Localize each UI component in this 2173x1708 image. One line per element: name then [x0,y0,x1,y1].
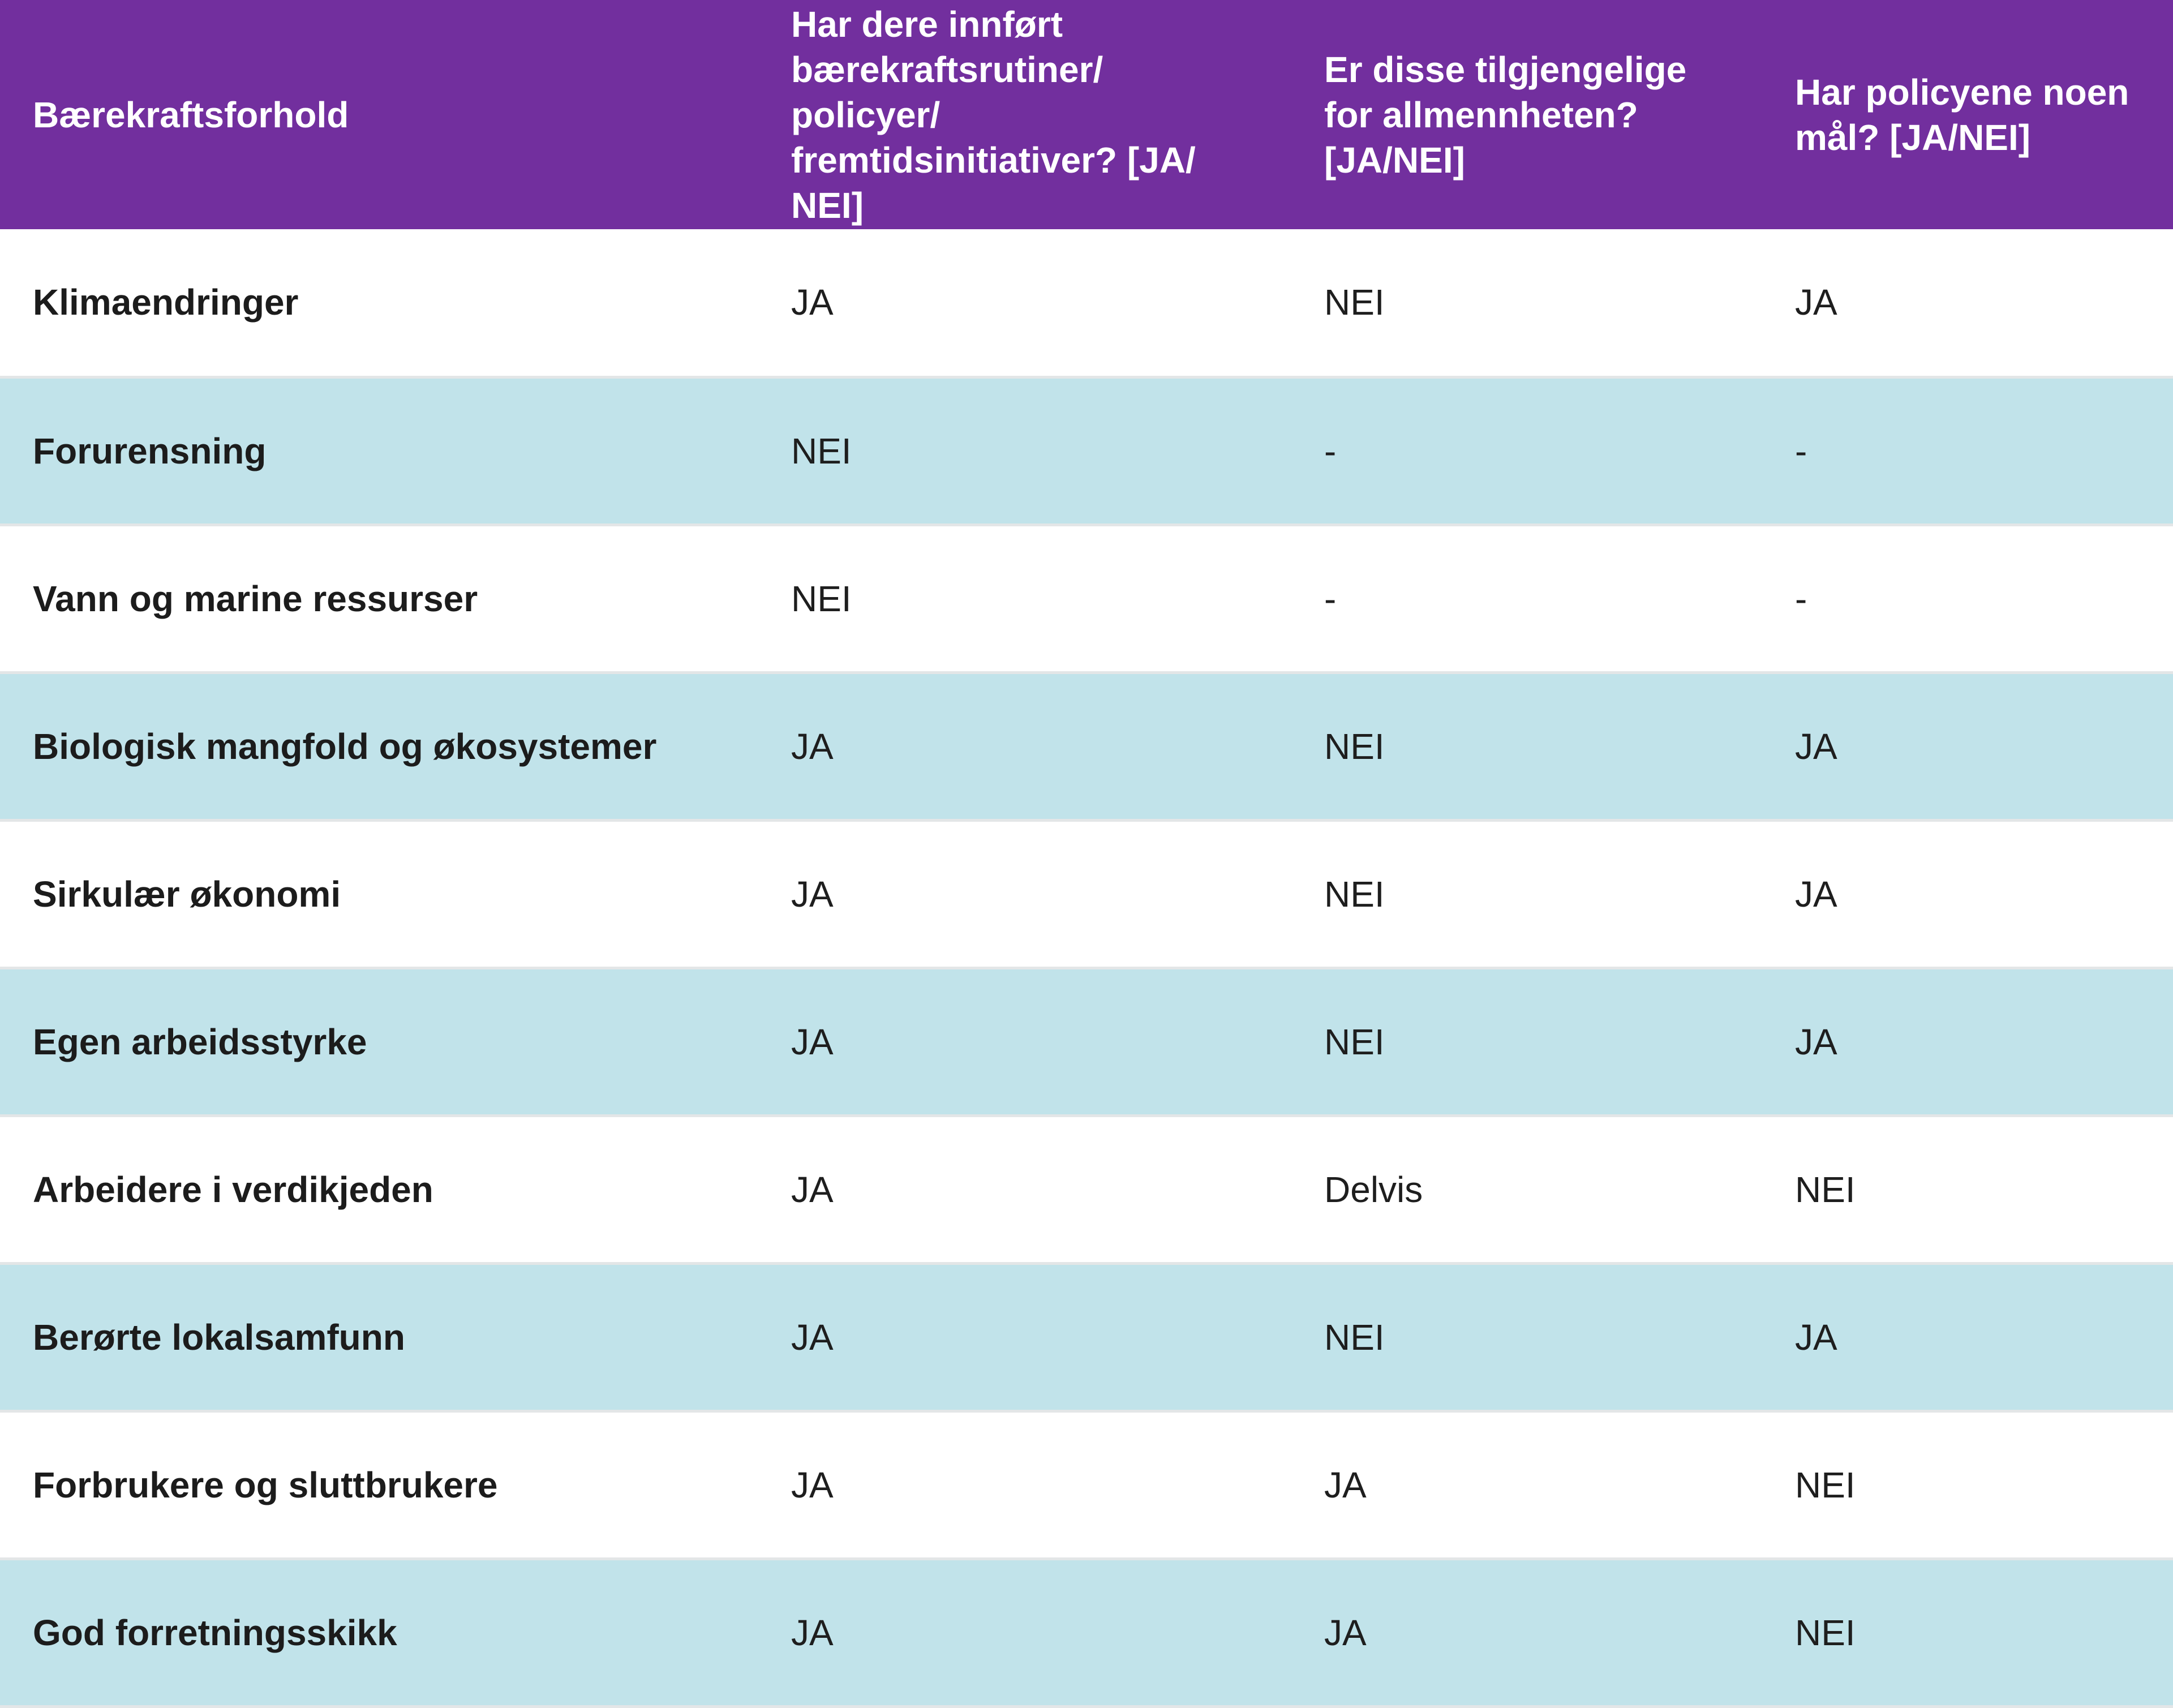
factor-cell: Forurensning [33,430,267,471]
goals-cell: NEI [1795,1464,1856,1505]
factor-cell: Forbrukere og sluttbrukere [33,1464,498,1505]
routines-cell: JA [791,1169,834,1210]
header-public-availability: Er disse tilgjengelige for allmennheten?… [1324,49,1687,181]
header-routines-policies: Har dere innført bærekraftsrutiner/ poli… [791,3,1196,226]
factor-cell: Klimaendringer [33,282,299,323]
header-sustainability-factor: Bærekraftsforhold [33,94,349,135]
goals-cell: - [1795,430,1807,471]
factor-cell: Biologisk mangfold og økosystemer [33,726,657,767]
routines-cell: JA [791,726,834,767]
goals-cell: JA [1795,1021,1837,1062]
table-row: Sirkulær økonomi JA NEI JA [0,820,2173,968]
factor-cell: Berørte lokalsamfunn [33,1316,405,1358]
public-cell: NEI [1324,282,1385,323]
goals-cell: JA [1795,873,1837,915]
table-row: Berørte lokalsamfunn JA NEI JA [0,1263,2173,1411]
table-header-row: Bærekraftsforhold Har dere innført bærek… [0,0,2173,229]
goals-cell: NEI [1795,1169,1856,1210]
public-cell: NEI [1324,873,1385,915]
routines-cell: JA [791,1464,834,1505]
routines-cell: JA [791,873,834,915]
public-cell: Delvis [1324,1169,1423,1210]
public-cell: JA [1324,1464,1367,1505]
table-row: Biologisk mangfold og økosystemer JA NEI… [0,672,2173,820]
public-cell: NEI [1324,1316,1385,1358]
goals-cell: JA [1795,1316,1837,1358]
goals-cell: NEI [1795,1612,1856,1653]
factor-cell: Egen arbeidsstyrke [33,1021,367,1062]
public-cell: NEI [1324,1021,1385,1062]
factor-cell: Sirkulær økonomi [33,873,341,915]
routines-cell: NEI [791,430,852,471]
factor-cell: God forretningsskikk [33,1612,397,1653]
public-cell: NEI [1324,726,1385,767]
table-row: God forretningsskikk JA JA NEI [0,1559,2173,1706]
routines-cell: JA [791,282,834,323]
public-cell: JA [1324,1612,1367,1653]
factor-cell: Arbeidere i verdikjeden [33,1169,433,1210]
goals-cell: JA [1795,726,1837,767]
routines-cell: JA [791,1021,834,1062]
goals-cell: JA [1795,282,1837,323]
table-row: Forurensning NEI - - [0,377,2173,525]
table-row: Arbeidere i verdikjeden JA Delvis NEI [0,1115,2173,1263]
table-row: Vann og marine ressurser NEI - - [0,525,2173,672]
table-row: Forbrukere og sluttbrukere JA JA NEI [0,1411,2173,1559]
public-cell: - [1324,430,1337,471]
goals-cell: - [1795,578,1807,619]
routines-cell: JA [791,1316,834,1358]
header-policy-goals: Har policyene noen mål? [JA/NEI] [1795,71,2129,158]
routines-cell: JA [791,1612,834,1653]
factor-cell: Vann og marine ressurser [33,578,478,619]
public-cell: - [1324,578,1337,619]
table-row: Klimaendringer JA NEI JA [0,229,2173,377]
table-row: Egen arbeidsstyrke JA NEI JA [0,968,2173,1115]
routines-cell: NEI [791,578,852,619]
